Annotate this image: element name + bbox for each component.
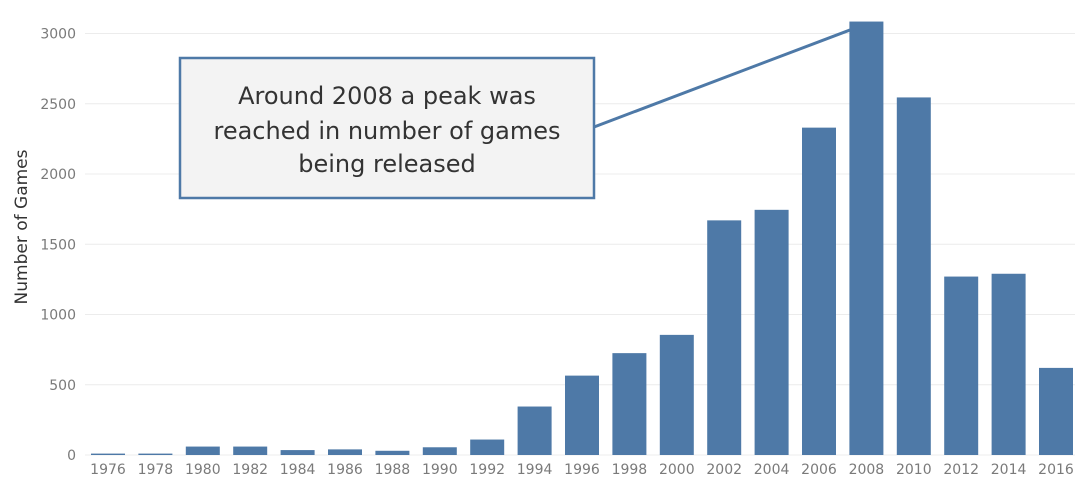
bar-1978 (138, 453, 173, 455)
y-axis-label: Number of Games (12, 149, 32, 304)
bar-1976 (91, 453, 125, 455)
x-tick-label: 2004 (754, 462, 790, 478)
x-tick-label: 1994 (517, 462, 553, 478)
x-tick-label: 2006 (801, 462, 837, 478)
bar-1988 (375, 450, 410, 455)
x-tick-label: 1986 (327, 462, 363, 478)
bar-1990 (422, 447, 457, 455)
bar-2004 (754, 209, 789, 455)
annotation: Around 2008 a peak was reached in number… (178, 26, 857, 200)
bar-1994 (517, 406, 552, 455)
y-tick-label: 3000 (40, 27, 76, 43)
bar-1996 (565, 375, 599, 455)
bar-1984 (280, 450, 315, 455)
bar-2012 (944, 276, 979, 455)
x-tick-label: 1976 (90, 462, 126, 478)
bar-2014 (991, 273, 1026, 455)
bar-2008 (849, 21, 884, 456)
bar-2000 (659, 334, 694, 455)
bar-2010 (896, 97, 931, 456)
y-tick-label: 1500 (40, 237, 76, 253)
x-tick-label: 1996 (564, 462, 600, 478)
y-tick-label: 500 (49, 378, 76, 394)
y-tick-label: 0 (67, 448, 76, 464)
bar-1992 (470, 439, 505, 455)
annotation-box (178, 56, 596, 200)
y-axis: 0 500 1000 1500 2000 2500 3000 (40, 27, 76, 465)
x-tick-label: 1982 (232, 462, 268, 478)
x-tick-label: 1990 (422, 462, 458, 478)
x-tick-label: 1984 (280, 462, 316, 478)
bar-1986 (328, 449, 362, 455)
x-tick-label: 2008 (849, 462, 885, 478)
bar-2006 (802, 127, 836, 455)
x-tick-label: 1980 (185, 462, 221, 478)
x-tick-label: 2000 (659, 462, 695, 478)
x-tick-label: 2016 (1038, 462, 1074, 478)
x-tick-label: 2002 (706, 462, 742, 478)
x-tick-label: 1998 (612, 462, 648, 478)
bars (91, 21, 1073, 456)
annotation-text-line-3: being released (298, 150, 476, 178)
y-tick-label: 2500 (40, 97, 76, 113)
bar-2002 (707, 220, 742, 455)
bar-2016 (1039, 367, 1073, 455)
x-axis: 1976 1978 1980 1982 1984 1986 1988 1990 1992 1994… (90, 462, 1074, 478)
x-tick-label: 1978 (138, 462, 174, 478)
annotation-text-line-1: Around 2008 a peak was (238, 82, 536, 110)
x-tick-label: 1988 (375, 462, 411, 478)
y-tick-label: 2000 (40, 167, 76, 183)
x-tick-label: 2014 (991, 462, 1027, 478)
annotation-leader-line (593, 26, 857, 129)
y-tick-label: 1000 (40, 308, 76, 324)
x-tick-label: 2010 (896, 462, 932, 478)
x-tick-label: 1992 (469, 462, 505, 478)
x-tick-label: 2012 (943, 462, 979, 478)
bar-1998 (612, 353, 647, 455)
bar-1980 (185, 446, 220, 455)
bar-1982 (233, 446, 268, 455)
annotation-text-line-2: reached in number of games (213, 117, 560, 145)
